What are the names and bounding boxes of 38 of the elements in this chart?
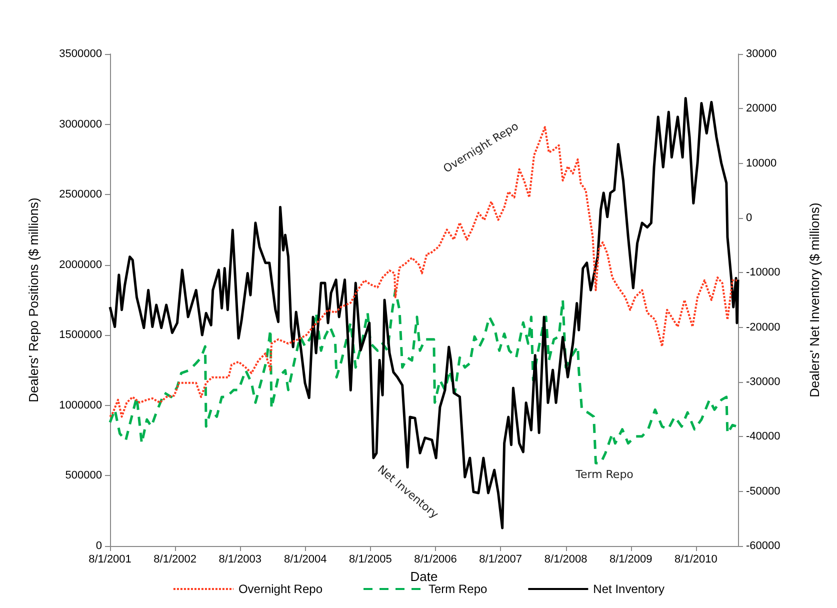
y-tick-label: 1500000 — [59, 329, 102, 342]
y-tick-label: 3000000 — [59, 118, 102, 130]
y-tick-label: 2000000 — [59, 258, 102, 271]
x-tick-label: 8/1/2010 — [674, 554, 718, 566]
x-tick-label: 8/1/2001 — [88, 554, 132, 566]
y2-tick-label: 0 — [746, 212, 752, 224]
y2-tick-label: 10000 — [746, 157, 777, 170]
x-tick-label: 8/1/2005 — [349, 554, 392, 566]
annotation: Term Repo — [574, 468, 634, 482]
y2-tick-label: 20000 — [746, 102, 777, 115]
x-tick-label: 8/1/2009 — [609, 554, 652, 566]
legend-label: Overnight Repo — [238, 582, 323, 596]
y2-tick-label: -40000 — [746, 430, 780, 443]
x-tick-label: 8/1/2004 — [284, 554, 327, 566]
y-tick-label: 500000 — [65, 470, 102, 482]
line-series — [108, 288, 738, 464]
y2-tick-label: -50000 — [746, 485, 780, 498]
x-axis-title: Date — [410, 569, 438, 584]
legend-label: Term Repo — [428, 582, 488, 596]
y2-axis-title: Dealers' Net Inventory ($ millions) — [807, 202, 822, 398]
x-tick-label: 8/1/2007 — [479, 554, 522, 566]
legend-label: Net Inventory — [593, 582, 665, 596]
y2-tick-label: -10000 — [746, 266, 780, 279]
line-series — [109, 126, 738, 418]
y-tick-label: 0 — [96, 540, 102, 552]
y-tick-label: 3500000 — [59, 48, 102, 60]
x-tick-label: 8/1/2006 — [414, 554, 457, 566]
y2-tick-label: -60000 — [746, 540, 780, 552]
y-axis-title: Dealers' Repo Positions ($ millions) — [26, 198, 41, 402]
y-tick-label: 2500000 — [59, 188, 102, 201]
x-tick-label: 8/1/2003 — [218, 554, 262, 566]
line-series — [108, 97, 740, 530]
y2-tick-label: 30000 — [746, 48, 777, 60]
x-tick-label: 8/1/2002 — [154, 554, 196, 566]
y-tick-label: 1000000 — [59, 399, 102, 412]
y2-tick-label: -30000 — [746, 376, 780, 388]
y2-tick-label: -20000 — [746, 321, 780, 334]
x-tick-label: 8/1/2008 — [544, 554, 588, 566]
